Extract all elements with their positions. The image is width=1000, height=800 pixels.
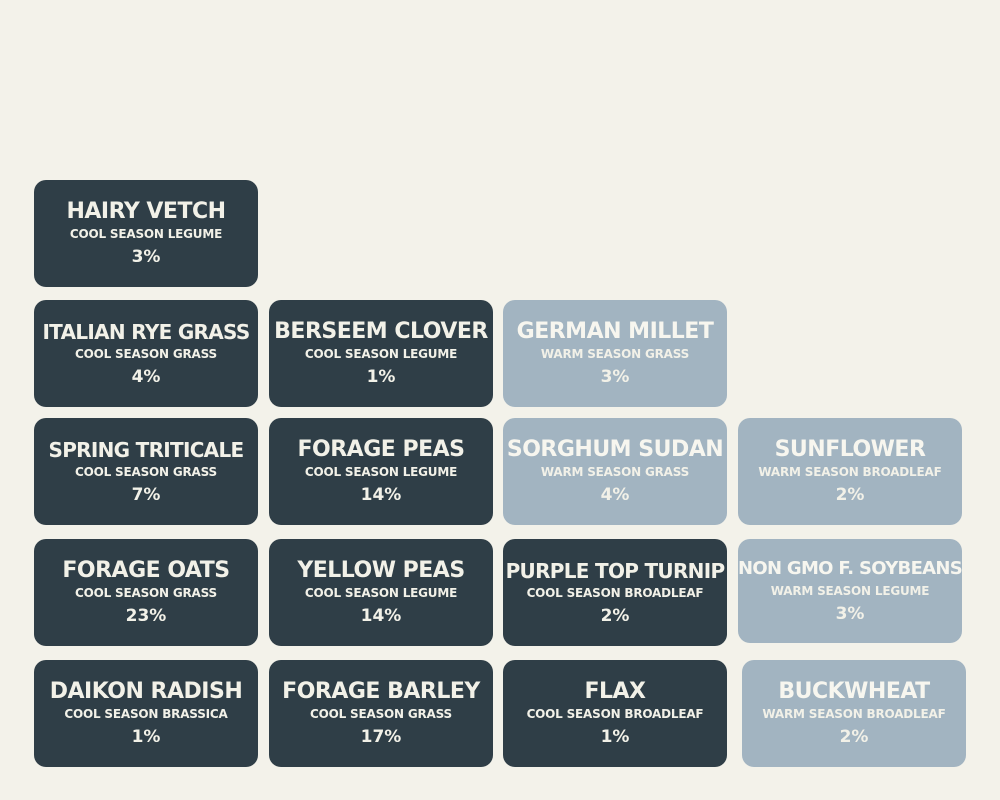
tile-hairy-vetch: HAIRY VETCH COOL SEASON LEGUME 3% [34, 180, 258, 287]
tile-name: FLAX [584, 678, 646, 704]
tile-name: ITALIAN RYE GRASS [42, 319, 250, 344]
tile-percent: 2% [839, 726, 869, 747]
tile-sorghum-sudan: SORGHUM SUDAN WARM SEASON GRASS 4% [503, 418, 727, 525]
tile-percent: 4% [131, 366, 161, 387]
tile-category: COOL SEASON GRASS [75, 464, 217, 479]
tile-name: HAIRY VETCH [66, 198, 226, 224]
tile-percent: 17% [360, 726, 402, 747]
tile-name: SORGHUM SUDAN [506, 436, 724, 462]
tile-category: WARM SEASON BROADLEAF [762, 706, 946, 721]
tile-percent: 23% [125, 605, 167, 626]
tile-percent: 2% [835, 484, 865, 505]
tile-name: BERSEEM CLOVER [274, 318, 488, 344]
tile-name: SUNFLOWER [774, 436, 926, 462]
tile-flax: FLAX COOL SEASON BROADLEAF 1% [503, 660, 727, 767]
tile-non-gmo-soybeans: NON GMO F. SOYBEANS WARM SEASON LEGUME 3… [737, 539, 963, 643]
tile-category: COOL SEASON LEGUME [69, 226, 223, 241]
tile-yellow-peas: YELLOW PEAS COOL SEASON LEGUME 14% [269, 539, 493, 646]
tile-berseem-clover: BERSEEM CLOVER COOL SEASON LEGUME 1% [269, 300, 493, 407]
tile-percent: 14% [360, 484, 402, 505]
tile-german-millet: GERMAN MILLET WARM SEASON GRASS 3% [503, 300, 727, 407]
tile-sunflower: SUNFLOWER WARM SEASON BROADLEAF 2% [738, 418, 962, 525]
tile-percent: 3% [600, 366, 630, 387]
tile-name: DAIKON RADISH [49, 678, 243, 704]
tile-name: BUCKWHEAT [778, 678, 930, 704]
tile-category: COOL SEASON BROADLEAF [526, 585, 704, 600]
tile-italian-rye-grass: ITALIAN RYE GRASS COOL SEASON GRASS 4% [34, 300, 258, 407]
tile-purple-top-turnip: PURPLE TOP TURNIP COOL SEASON BROADLEAF … [503, 539, 727, 646]
tile-category: COOL SEASON GRASS [75, 346, 217, 361]
tile-forage-oats: FORAGE OATS COOL SEASON GRASS 23% [34, 539, 258, 646]
tile-name: YELLOW PEAS [297, 557, 465, 583]
tile-category: COOL SEASON GRASS [310, 706, 452, 721]
tile-percent: 1% [366, 366, 396, 387]
tile-percent: 4% [600, 484, 630, 505]
tile-name: SPRING TRITICALE [48, 437, 245, 462]
tile-category: WARM SEASON LEGUME [770, 584, 930, 598]
tile-category: COOL SEASON LEGUME [304, 464, 458, 479]
tile-forage-peas: FORAGE PEAS COOL SEASON LEGUME 14% [269, 418, 493, 525]
tile-percent: 2% [600, 605, 630, 626]
tile-buckwheat: BUCKWHEAT WARM SEASON BROADLEAF 2% [742, 660, 966, 767]
tile-forage-barley: FORAGE BARLEY COOL SEASON GRASS 17% [269, 660, 493, 767]
tile-category: WARM SEASON BROADLEAF [758, 464, 942, 479]
tile-category: WARM SEASON GRASS [540, 346, 690, 361]
tile-name: FORAGE BARLEY [282, 678, 480, 704]
tile-percent: 1% [131, 726, 161, 747]
tile-percent: 14% [360, 605, 402, 626]
tile-category: COOL SEASON BROADLEAF [526, 706, 704, 721]
tile-category: COOL SEASON LEGUME [304, 585, 458, 600]
tile-category: COOL SEASON LEGUME [304, 346, 458, 361]
tile-percent: 7% [131, 484, 161, 505]
tile-name: FORAGE OATS [62, 557, 230, 583]
tile-daikon-radish: DAIKON RADISH COOL SEASON BRASSICA 1% [34, 660, 258, 767]
tile-spring-triticale: SPRING TRITICALE COOL SEASON GRASS 7% [34, 418, 258, 525]
tile-category: COOL SEASON BRASSICA [64, 706, 228, 721]
tile-category: COOL SEASON GRASS [75, 585, 217, 600]
tile-percent: 1% [600, 726, 630, 747]
tile-name: GERMAN MILLET [516, 318, 714, 344]
tile-percent: 3% [131, 246, 161, 267]
tile-name: NON GMO F. SOYBEANS [737, 558, 963, 579]
tile-category: WARM SEASON GRASS [540, 464, 690, 479]
tile-percent: 3% [835, 604, 865, 624]
tile-name: PURPLE TOP TURNIP [505, 558, 726, 583]
tile-name: FORAGE PEAS [297, 436, 465, 462]
